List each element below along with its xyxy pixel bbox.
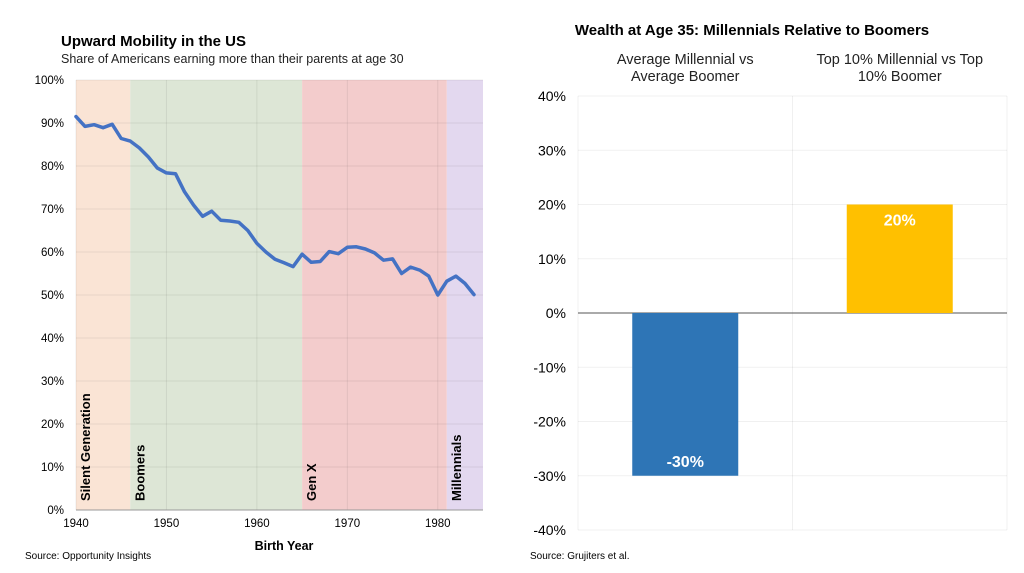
y-tick-label: 40%	[41, 333, 64, 345]
y-tick-label: -10%	[533, 359, 566, 375]
y-tick-label: 90%	[41, 118, 64, 130]
y-tick-label: 30%	[538, 142, 566, 158]
band-3	[446, 80, 483, 510]
y-tick-label: 100%	[35, 75, 64, 87]
wealth-at-35-chart: Wealth at Age 35: Millennials Relative t…	[530, 22, 1008, 562]
y-tick-label: 0%	[47, 505, 64, 517]
gridlines	[75, 79, 483, 511]
bars	[632, 204, 953, 476]
source-note: Source: Opportunity Insights	[25, 551, 151, 562]
category-labels: Average Millennial vs Average Boomer Top 1…	[617, 52, 983, 85]
band-label: Gen X	[304, 463, 319, 501]
band-0	[76, 80, 131, 510]
y-tick-label: 40%	[538, 88, 566, 104]
x-tick-label: 1950	[154, 518, 180, 530]
band-label: Silent Generation	[78, 393, 93, 501]
y-tick-label: 30%	[41, 376, 64, 388]
x-tick-label: 1980	[425, 518, 451, 530]
category-label: Top 10% Millennial vs Top 10% Boomer	[816, 52, 983, 85]
bar	[846, 204, 953, 313]
y-tick-label: 50%	[41, 290, 64, 302]
y-tick-label: 60%	[41, 247, 64, 259]
data-label: -30%	[667, 454, 704, 471]
x-tick-label: 1940	[63, 518, 89, 530]
chart-subtitle: Share of Americans earning more than the…	[61, 52, 404, 66]
x-tick-label: 1960	[244, 518, 270, 530]
y-tick-label: -30%	[533, 468, 566, 484]
band-2	[302, 80, 447, 510]
data-label: 20%	[884, 213, 916, 230]
data-labels: -30% 20%	[667, 213, 916, 471]
y-tick-label: 10%	[41, 462, 64, 474]
source-note: Source: Grujiters et al.	[530, 551, 629, 562]
y-tick-label: 20%	[41, 419, 64, 431]
category-label: Average Millennial vs Average Boomer	[617, 52, 754, 85]
x-tick-label: 1970	[335, 518, 361, 530]
y-axis-tick-labels: -40% -30% -20% -10% 0% 10% 20% 30% 40%	[533, 88, 566, 538]
bar	[632, 313, 739, 476]
x-axis-tick-labels: 1940 1950 1960 1970 1980	[63, 518, 450, 530]
y-tick-label: 70%	[41, 204, 64, 216]
upward-mobility-chart: Upward Mobility in the US Share of Ameri…	[25, 33, 483, 562]
y-tick-label: 80%	[41, 161, 64, 173]
chart-title: Upward Mobility in the US	[61, 33, 246, 50]
y-tick-label: 0%	[546, 305, 566, 321]
y-tick-label: -40%	[533, 522, 566, 538]
x-axis-label: Birth Year	[255, 539, 314, 553]
generation-labels: Silent Generation Boomers Gen X Millennials	[78, 393, 464, 501]
y-tick-label: 20%	[538, 197, 566, 213]
y-tick-label: -20%	[533, 414, 566, 430]
band-label: Boomers	[132, 445, 147, 501]
generation-bands	[76, 80, 483, 510]
band-1	[130, 80, 303, 510]
mobility-series-line	[74, 114, 476, 297]
y-tick-label: 10%	[538, 251, 566, 267]
band-label: Millennials	[449, 435, 464, 501]
chart-title: Wealth at Age 35: Millennials Relative t…	[575, 22, 929, 39]
y-axis-tick-labels: 0% 10% 20% 30% 40% 50% 60% 70% 80% 90% 100%	[35, 75, 64, 517]
